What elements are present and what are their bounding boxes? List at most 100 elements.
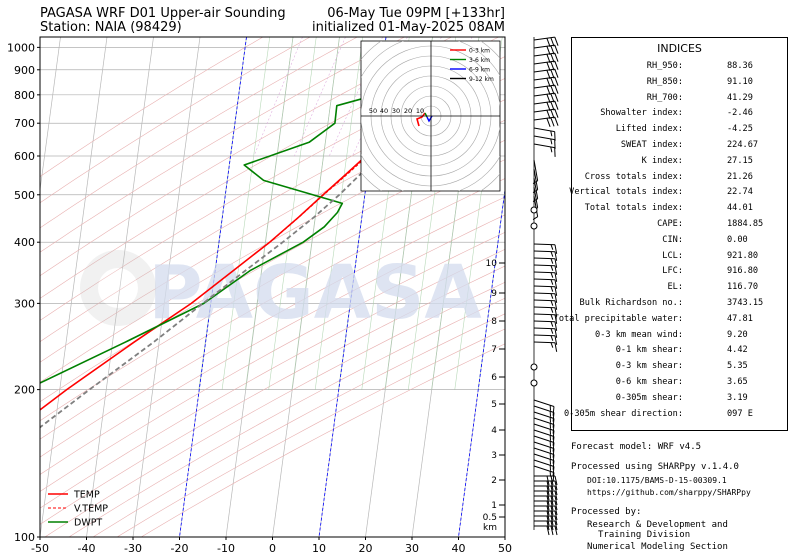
hodograph-legend-label: 3-6 km — [469, 57, 490, 64]
index-label: RH_850: — [646, 76, 683, 87]
hodograph-legend-label: 6-9 km — [469, 67, 490, 74]
calm-wind-marker — [530, 363, 538, 371]
index-label: K index: — [641, 155, 683, 166]
index-label: Vertical totals index: — [569, 187, 683, 198]
temperature-tick-label: 10 — [312, 542, 326, 555]
index-label: 0-3 km mean wind: — [595, 329, 683, 340]
index-row: Bulk Richardson no.: 3743.15 — [572, 298, 787, 314]
doi-label: DOI:10.1175/BAMS-D-15-00309.1 — [587, 476, 727, 485]
index-value: 5.35 — [727, 361, 748, 372]
height-tick-label: km — [483, 523, 497, 533]
index-row: 0-3 km shear: 5.35 — [572, 361, 787, 377]
height-tick-label: 1 — [491, 501, 497, 511]
index-value: 44.01 — [727, 203, 753, 214]
isotherm-line — [40, 37, 61, 193]
index-value: -4.25 — [727, 124, 753, 135]
org-line-2: Training Division — [598, 530, 691, 540]
index-label: 0-6 km shear: — [615, 376, 683, 387]
index-label: Bulk Richardson no.: — [579, 297, 683, 308]
isotherm-line — [132, 37, 201, 537]
temperature-tick-label: 20 — [359, 542, 373, 555]
index-row: 0-1 km shear: 4.42 — [572, 345, 787, 361]
index-value: 0.00 — [727, 234, 748, 245]
processed-by-label: Processed by: — [571, 507, 642, 517]
pagasa-logo — [80, 250, 156, 326]
mixing-ratio-line — [294, 37, 346, 157]
temperature-tick-label: 40 — [452, 542, 466, 555]
wind-barb — [533, 313, 558, 324]
wind-barb — [532, 195, 539, 220]
wind-barb — [533, 243, 558, 254]
index-row: 0-305m shear: 3.19 — [572, 393, 787, 409]
wind-barb — [533, 417, 555, 434]
pressure-tick-label: 600 — [14, 150, 35, 163]
index-label: LFC: — [662, 266, 683, 277]
index-value: 22.74 — [727, 187, 753, 198]
index-row: Total totals index: 44.01 — [572, 203, 787, 219]
wind-barb — [533, 453, 555, 470]
index-label: 0-305m shear direction: — [564, 408, 683, 419]
index-row: SWEAT index: 224.67 — [572, 140, 787, 156]
index-value: 21.26 — [727, 171, 753, 182]
index-label: CAPE: — [657, 218, 683, 229]
github-label: https://github.com/sharppy/SHARPpy — [587, 488, 751, 497]
wind-barb — [533, 116, 559, 128]
index-label: CIN: — [662, 234, 683, 245]
index-row: 0-6 km shear: 3.65 — [572, 377, 787, 393]
moist-adiabat — [314, 37, 364, 390]
index-value: 47.81 — [727, 313, 753, 324]
pressure-tick-label: 500 — [14, 189, 35, 202]
index-row: K index: 27.15 — [572, 156, 787, 172]
index-row: RH_850: 91.10 — [572, 77, 787, 93]
hodograph-ring-label: 30 — [392, 107, 400, 115]
index-row: CIN: 0.00 — [572, 235, 787, 251]
height-tick-label: 0.5 — [483, 513, 497, 523]
index-value: 3.19 — [727, 392, 748, 403]
wind-barb — [533, 292, 558, 303]
forecast-model-label: Forecast model: WRF v4.5 — [571, 442, 702, 452]
calm-wind-marker — [530, 206, 538, 214]
index-label: 0-3 km shear: — [615, 361, 683, 372]
wind-barb — [533, 411, 555, 428]
index-value: 3743.15 — [727, 297, 764, 308]
station-label: Station: NAIA (98429) — [40, 20, 182, 35]
dry-adiabat — [40, 78, 505, 343]
dry-adiabat — [116, 328, 505, 537]
wind-barb — [534, 485, 558, 496]
index-label: RH_700: — [646, 92, 683, 103]
index-row: EL: 116.70 — [572, 282, 787, 298]
wind-barb — [533, 447, 555, 464]
wind-barb — [533, 250, 558, 261]
wind-barb — [533, 405, 555, 422]
index-value: 097 E — [727, 408, 753, 419]
legend-label: V.TEMP — [74, 504, 108, 515]
wind-barb — [532, 159, 539, 184]
temperature-tick-label: 50 — [498, 542, 512, 555]
logo-ring — [80, 250, 156, 326]
index-row: LCL: 921.80 — [572, 251, 787, 267]
height-tick-label: 7 — [491, 345, 497, 355]
index-row: RH_700: 41.29 — [572, 93, 787, 109]
calm-wind-marker — [530, 222, 538, 230]
wind-barb — [533, 459, 555, 476]
wind-barb — [533, 441, 555, 458]
wind-barb — [533, 320, 558, 331]
valid-time-label: 06-May Tue 09PM [+133hr] — [327, 6, 505, 21]
index-value: 921.80 — [727, 250, 759, 261]
height-tick-label: 5 — [491, 400, 497, 410]
index-value: 88.36 — [727, 61, 753, 71]
hodograph-ring-label: 10 — [416, 107, 424, 115]
height-tick-label: 3 — [491, 451, 497, 461]
index-label: Total totals index: — [584, 203, 683, 214]
wind-barb — [533, 285, 558, 296]
index-value: 4.42 — [727, 345, 748, 356]
init-time-label: initialized 01-May-2025 08AM — [311, 20, 505, 35]
pressure-tick-label: 100 — [14, 531, 35, 544]
wind-barb — [533, 306, 558, 317]
dry-adiabat — [40, 37, 405, 253]
wind-barb — [532, 177, 539, 202]
index-label: Cross totals index: — [584, 171, 683, 182]
wind-barb — [533, 143, 556, 157]
dry-adiabat — [40, 178, 505, 440]
